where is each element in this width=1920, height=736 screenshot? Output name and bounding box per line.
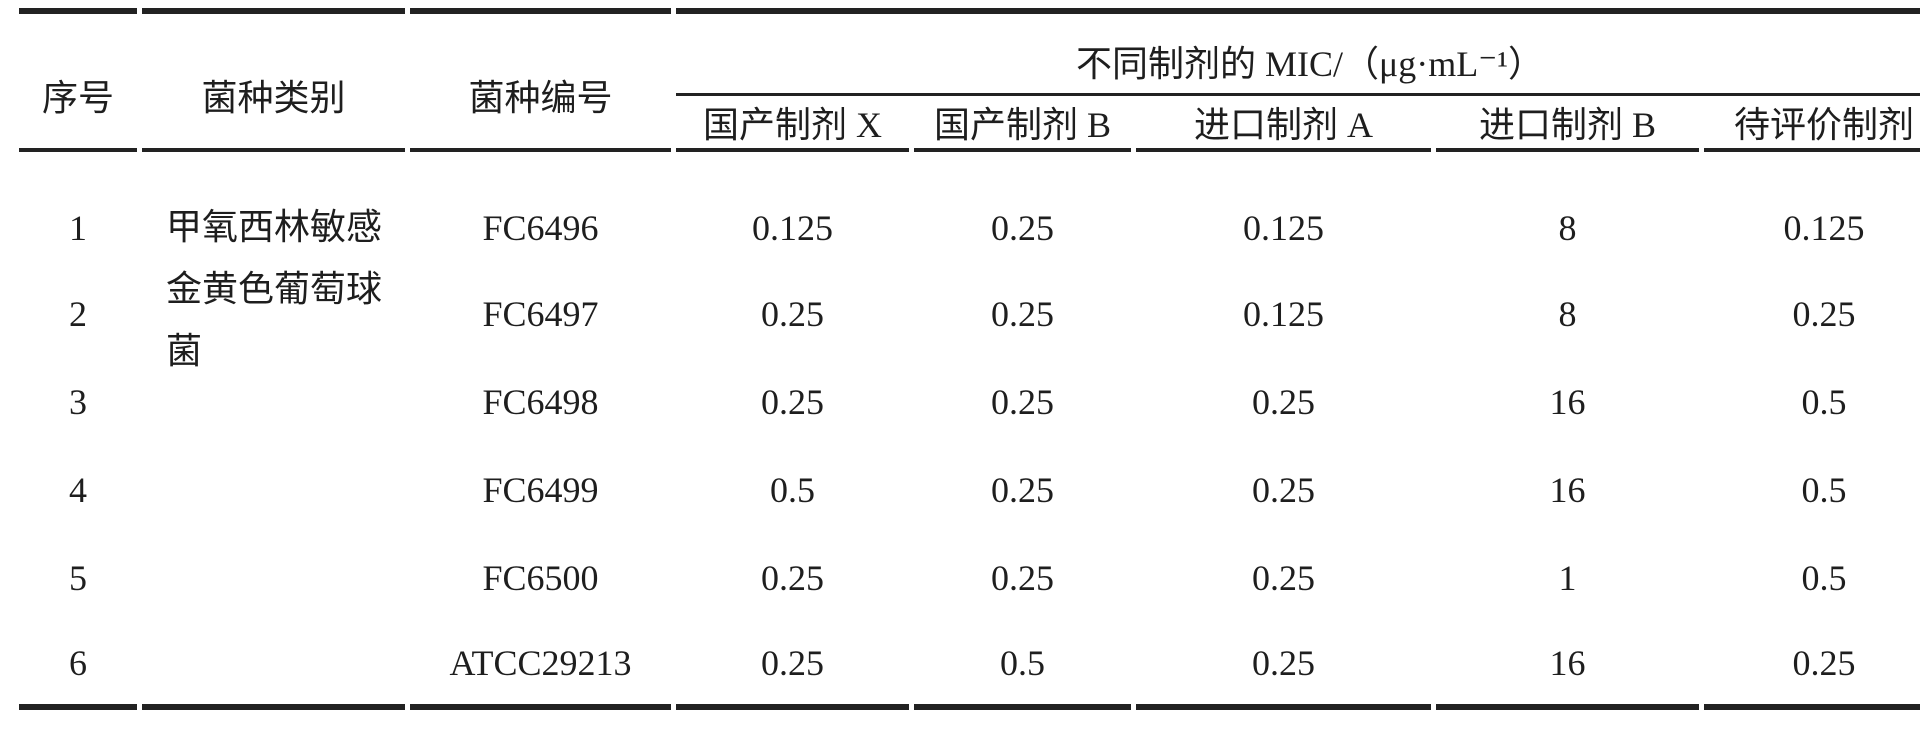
table-row: 2 FC6497 0.25 0.25 0.125 8 0.25 [19,270,1920,358]
mic-value: 16 [1549,470,1586,510]
col-header-domestic-x: 国产制剂 X [676,96,909,152]
col-group-header-mic: 不同制剂的 MIC/（μg·mL⁻¹） [676,8,1920,96]
mic-value: 0.25 [991,294,1054,334]
row-number: 1 [69,208,87,248]
table-row: 1 甲氧西林敏感金黄色葡萄球菌 FC6496 0.125 0.25 0.125 … [19,152,1920,710]
col-header-domestic-b: 国产制剂 B [914,96,1131,152]
mic-value: 0.125 [752,208,833,248]
strain-id: FC6498 [482,382,599,422]
mic-value: 0.5 [1801,382,1847,422]
col-header-imported-a: 进口制剂 A [1136,96,1431,152]
mic-value: 0.25 [991,558,1054,598]
strain-id: FC6500 [482,558,599,598]
row-number: 3 [69,382,87,422]
page: 序号 菌种类别 菌种编号 不同制剂的 MIC/（μg·mL⁻¹） 国产制剂 X … [0,8,1920,736]
col-header-species: 菌种类别 [142,8,405,152]
strain-id: FC6499 [482,470,599,510]
mic-value: 0.25 [991,382,1054,422]
mic-value: 16 [1549,382,1586,422]
table-row: 4 FC6499 0.5 0.25 0.25 16 0.5 [19,446,1920,534]
mic-value: 0.5 [770,470,815,510]
col-header-serial: 序号 [19,8,137,152]
mic-value: 0.25 [1704,622,1920,710]
mic-value: 0.25 [991,470,1054,510]
table-row: 6 ATCC29213 0.25 0.5 0.25 16 0.25 [19,622,1920,710]
mic-value: 0.25 [1252,558,1315,598]
row-number: 4 [69,470,87,510]
mic-value: 0.25 [761,558,824,598]
row-number: 2 [69,294,87,334]
header-row-top: 序号 菌种类别 菌种编号 不同制剂的 MIC/（μg·mL⁻¹） [19,8,1920,152]
mic-value: 0.25 [676,622,909,710]
mic-value: 0.25 [761,382,824,422]
mic-value: 0.125 [1243,208,1324,248]
mic-value: 0.25 [991,208,1054,248]
mic-value: 0.25 [1136,622,1431,710]
col-header-imported-b: 进口制剂 B [1436,96,1699,152]
strain-id: FC6497 [482,294,599,334]
mic-value: 8 [1558,294,1577,334]
strain-id: FC6496 [482,208,599,248]
table-header: 序号 菌种类别 菌种编号 不同制剂的 MIC/（μg·mL⁻¹） 国产制剂 X … [19,8,1920,152]
mic-value: 0.25 [1252,470,1315,510]
mic-value: 0.125 [1783,208,1865,248]
header-row-sub: 国产制剂 X 国产制剂 B 进口制剂 A 进口制剂 B 待评价制剂 [19,96,1920,152]
table-row: 3 FC6498 0.25 0.25 0.25 16 0.5 [19,358,1920,446]
col-header-candidate: 待评价制剂 [1704,96,1920,152]
row-number: 6 [19,622,137,710]
mic-value: 0.5 [914,622,1131,710]
mic-value: 0.5 [1801,558,1847,598]
row-number: 5 [69,558,87,598]
mic-table: 序号 菌种类别 菌种编号 不同制剂的 MIC/（μg·mL⁻¹） 国产制剂 X … [14,8,1920,710]
col-header-strain: 菌种编号 [410,8,671,152]
strain-id: ATCC29213 [410,622,671,710]
mic-value: 0.125 [1243,294,1324,334]
mic-value: 0.25 [1252,382,1315,422]
table-row: 5 FC6500 0.25 0.25 0.25 1 0.5 [19,534,1920,622]
mic-value: 0.25 [1792,294,1856,334]
table-body: 1 甲氧西林敏感金黄色葡萄球菌 FC6496 0.125 0.25 0.125 … [19,152,1920,710]
mic-value: 0.5 [1801,470,1847,510]
mic-value: 0.25 [761,294,824,334]
mic-value: 8 [1558,208,1577,248]
mic-value: 1 [1558,558,1577,598]
species-name: 甲氧西林敏感金黄色葡萄球菌 [142,152,405,710]
mic-value: 16 [1436,622,1699,710]
